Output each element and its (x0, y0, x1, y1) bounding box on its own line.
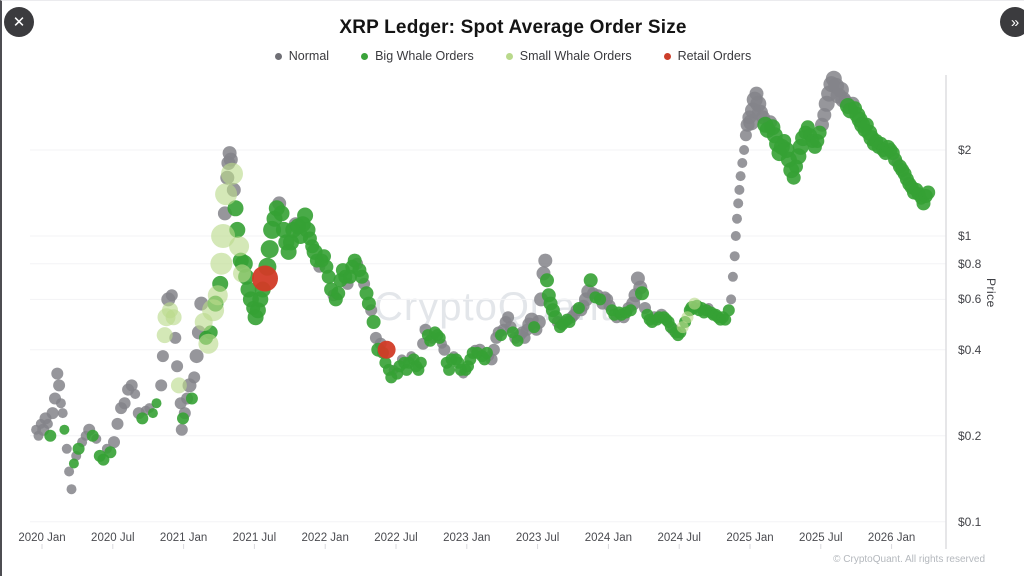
normal-dot-icon (274, 52, 282, 60)
legend-label: Big Whale Orders (375, 49, 474, 63)
x-tick-label: 2025 Jul (799, 532, 843, 544)
y-tick-label: $0.8 (958, 256, 982, 271)
legend-item-small_whale[interactable]: Small Whale Orders (505, 49, 632, 63)
x-tick-label: 2021 Jan (159, 532, 208, 544)
legend-item-big_whale[interactable]: Big Whale Orders (361, 49, 474, 63)
y-tick-label: $0.4 (958, 342, 982, 357)
x-axis-ticks (41, 544, 893, 549)
close-button[interactable]: ✕ (4, 7, 34, 37)
y-tick-label: $0.6 (958, 292, 982, 307)
y-tick-label: $0.1 (958, 514, 982, 529)
y-tick-label: $1 (958, 229, 972, 243)
x-tick-label: 2020 Jul (91, 532, 135, 544)
x-tick-label: 2023 Jan (443, 532, 491, 544)
points-big_whale (44, 98, 936, 469)
x-tick-label: 2023 Jul (515, 532, 560, 544)
x-tick-label: 2022 Jan (301, 532, 349, 544)
points-retail (252, 265, 396, 359)
legend-label: Small Whale Orders (519, 49, 632, 63)
legend: Normal Big Whale Orders Small Whale Orders… (2, 49, 1024, 63)
points-small_whale (156, 162, 701, 394)
legend-item-normal[interactable]: Normal (274, 49, 330, 63)
x-tick-label: 2024 Jul (657, 532, 701, 544)
x-tick-label: 2022 Jul (374, 532, 418, 544)
y-tick-label: $0.2 (958, 428, 982, 443)
big_whale-dot-icon (361, 52, 369, 60)
expand-button[interactable]: » (1000, 7, 1024, 37)
y-tick-label: $2 (958, 142, 972, 157)
x-tick-label: 2020 Jan (18, 532, 66, 544)
legend-label: Retail Orders (677, 49, 752, 63)
x-tick-label: 2026 Jan (867, 532, 916, 544)
x-tick-label: 2025 Jan (726, 532, 774, 544)
x-tick-label: 2021 Jul (232, 532, 277, 544)
copyright-notice: © CryptoQuant. All rights reserved (833, 554, 985, 565)
retail-dot-icon (663, 52, 671, 60)
legend-label: Normal (288, 49, 330, 63)
legend-item-retail[interactable]: Retail Orders (663, 49, 752, 63)
small_whale-dot-icon (505, 52, 513, 60)
price-axis-title: Price (984, 278, 998, 308)
chart-title: XRP Ledger: Spot Average Order Size (339, 17, 687, 38)
x-tick-label: 2024 Jan (584, 532, 633, 544)
